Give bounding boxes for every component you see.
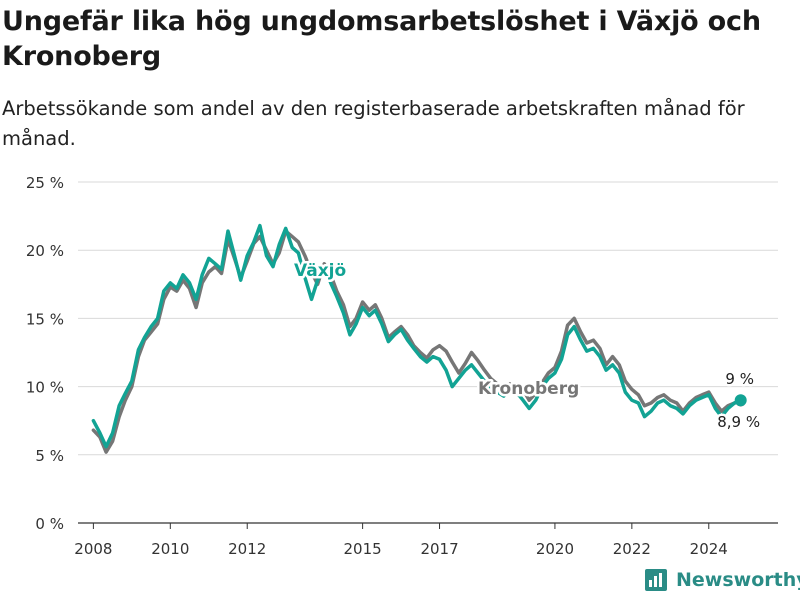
vaxjo-end-point xyxy=(734,394,747,407)
y-axis-tick-labels: 0 % 5 % 10 % 15 % 20 % 25 % xyxy=(26,174,64,533)
x-tick-label: 2024 xyxy=(690,540,728,558)
kronoberg-end-label-group: 8,9 %8,9 % xyxy=(715,411,763,434)
x-axis: 2008 2010 2012 2015 2017 2020 2022 2024 xyxy=(74,523,728,558)
y-tick-label: 5 % xyxy=(35,447,64,465)
newsworthy-logo: Newsworthy xyxy=(644,568,800,592)
brand-name: Newsworthy xyxy=(676,569,800,591)
vaxjo-end-label-group: 9 %9 % xyxy=(723,368,757,391)
y-tick-label: 15 % xyxy=(26,310,64,328)
x-tick-label: 2020 xyxy=(536,540,574,558)
series-line-vaxjo xyxy=(91,223,743,449)
series-line-kronoberg xyxy=(91,229,743,454)
vaxjo-series-label-halo: Växjö xyxy=(294,261,346,281)
kronoberg-end-label: 8,9 % xyxy=(717,413,760,431)
chart-subtitle: Arbetssökande som andel av den registerb… xyxy=(2,97,745,150)
chart-title: Ungefär lika hög ungdomsarbetslöshet i V… xyxy=(2,6,761,72)
kronoberg-series-label-halo: Kronoberg xyxy=(478,379,579,399)
data-series xyxy=(91,223,747,454)
y-tick-label: 20 % xyxy=(26,242,64,260)
x-tick-label: 2010 xyxy=(151,540,189,558)
x-tick-label: 2015 xyxy=(344,540,382,558)
vaxjo-series-label: Växjö xyxy=(294,261,346,281)
x-tick-label: 2008 xyxy=(74,540,112,558)
kronoberg-end-label-halo: 8,9 % xyxy=(717,413,760,431)
kronoberg-series-label: Kronoberg xyxy=(478,379,579,399)
newsworthy-logo-icon xyxy=(645,569,667,591)
y-tick-label: 25 % xyxy=(26,174,64,192)
vaxjo-end-label: 9 % xyxy=(725,370,754,388)
vaxjo-end-label-halo: 9 % xyxy=(725,370,754,388)
gridlines xyxy=(78,181,778,524)
x-tick-label: 2012 xyxy=(228,540,266,558)
x-tick-label: 2017 xyxy=(420,540,458,558)
y-tick-label: 0 % xyxy=(35,515,64,533)
y-tick-label: 10 % xyxy=(26,379,64,397)
x-tick-label: 2022 xyxy=(613,540,651,558)
